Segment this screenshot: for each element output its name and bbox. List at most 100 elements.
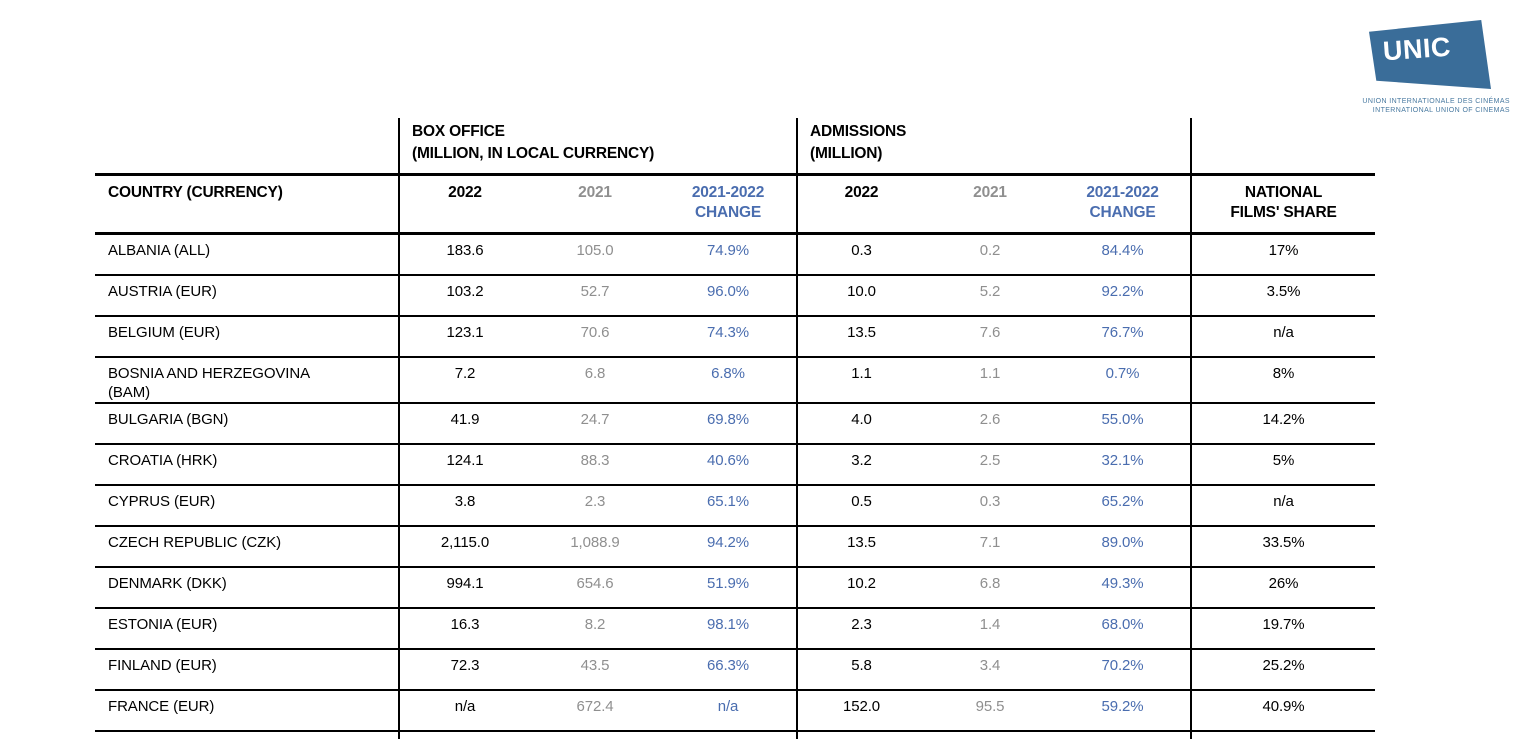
- box-office-2022-cell: n/a: [454, 698, 476, 715]
- group-header-admissions: ADMISSIONS (MILLION): [798, 118, 1192, 173]
- admissions-2021-cell: 1.1: [979, 365, 1001, 382]
- header-country: COUNTRY (CURRENCY): [95, 176, 400, 232]
- header-admissions-2021: 2021: [973, 184, 1007, 201]
- country-cell: FINLAND (EUR): [95, 650, 400, 689]
- unic-logo: UNIC: [1369, 20, 1491, 89]
- country-cell: CZECH REPUBLIC (CZK): [95, 527, 400, 566]
- admissions-change-cell: 68.0%: [1055, 609, 1192, 648]
- table-row: CYPRUS (EUR) 3.8 2.3 65.1% 0.5 0.3 65.2%…: [95, 486, 1375, 527]
- table-row: BELGIUM (EUR) 123.1 70.6 74.3% 13.5 7.6 …: [95, 317, 1375, 358]
- group-header-empty-country: [95, 118, 400, 173]
- box-office-change-cell: 40.6%: [660, 445, 798, 484]
- box-office-2021-cell: 6.8: [584, 365, 606, 382]
- unic-subtitle-line1: UNION INTERNATIONALE DES CINÉMAS: [1362, 98, 1510, 105]
- admissions-2021-cell: 7.1: [979, 534, 1001, 551]
- admissions-2022-cell: 0.3: [851, 242, 872, 259]
- box-office-change-cell: 96.0%: [660, 276, 798, 315]
- country-cell: BULGARIA (BGN): [95, 404, 400, 443]
- unic-subtitle-line2: INTERNATIONAL UNION OF CINEMAS: [1372, 107, 1510, 114]
- box-office-admissions-table: BOX OFFICE (MILLION, IN LOCAL CURRENCY) …: [95, 118, 1375, 739]
- admissions-2021-cell: 7.6: [979, 324, 1001, 341]
- table-body: ALBANIA (ALL) 183.6 105.0 74.9% 0.3 0.2 …: [95, 235, 1375, 732]
- box-office-change-cell: n/a: [660, 691, 798, 730]
- header-national-films-share: NATIONAL FILMS' SHARE: [1230, 184, 1337, 221]
- national-share-cell: 17%: [1268, 242, 1299, 259]
- admissions-2022-cell: 13.5: [847, 534, 876, 551]
- box-office-2021-cell: 70.6: [580, 324, 610, 341]
- box-office-2021-cell: 654.6: [576, 575, 614, 592]
- box-office-2022-cell: 72.3: [450, 657, 480, 674]
- box-office-2022-cell: 183.6: [446, 242, 484, 259]
- box-office-change-cell: 74.9%: [660, 235, 798, 274]
- national-share-cell: 40.9%: [1262, 698, 1305, 715]
- admissions-2021-cell: 2.6: [979, 411, 1001, 428]
- box-office-change-cell: 69.8%: [660, 404, 798, 443]
- country-label: FINLAND (EUR): [108, 657, 217, 674]
- admissions-change-cell: 0.7%: [1055, 358, 1192, 402]
- country-cell: ALBANIA (ALL): [95, 235, 400, 274]
- table-row: CROATIA (HRK) 124.1 88.3 40.6% 3.2 2.5 3…: [95, 445, 1375, 486]
- country-cell: AUSTRIA (EUR): [95, 276, 400, 315]
- national-share-cell: n/a: [1273, 324, 1294, 341]
- unic-logo-text: UNIC: [1382, 31, 1452, 67]
- box-office-2022-cell: 7.2: [454, 365, 476, 382]
- country-label: CROATIA (HRK): [108, 452, 218, 469]
- box-office-2022-cell: 16.3: [450, 616, 480, 633]
- country-label: ESTONIA (EUR): [108, 616, 218, 633]
- admissions-2021-cell: 0.3: [979, 493, 1001, 510]
- box-office-change-cell: 66.3%: [660, 650, 798, 689]
- admissions-2021-cell: 95.5: [975, 698, 1005, 715]
- box-office-2021-cell: 43.5: [580, 657, 610, 674]
- admissions-2022-cell: 0.5: [851, 493, 872, 510]
- admissions-2021-cell: 3.4: [979, 657, 1001, 674]
- country-cell: DENMARK (DKK): [95, 568, 400, 607]
- admissions-2022-cell: 5.8: [851, 657, 872, 674]
- box-office-change-cell: 51.9%: [660, 568, 798, 607]
- admissions-change-cell: 32.1%: [1055, 445, 1192, 484]
- country-cell: BOSNIA AND HERZEGOVINA (BAM): [95, 358, 400, 402]
- national-share-cell: 19.7%: [1262, 616, 1305, 633]
- header-admissions-change: 2021-2022 CHANGE: [1055, 176, 1192, 232]
- national-share-cell: 25.2%: [1262, 657, 1305, 674]
- group-header-box-office: BOX OFFICE (MILLION, IN LOCAL CURRENCY): [400, 118, 798, 173]
- box-office-2021-cell: 1,088.9: [570, 534, 620, 551]
- box-office-2021-cell: 24.7: [580, 411, 610, 428]
- country-label: ALBANIA (ALL): [108, 242, 211, 259]
- country-label: BULGARIA (BGN): [108, 411, 229, 428]
- box-office-change-cell: 98.1%: [660, 609, 798, 648]
- partial-cutoff-row: [95, 732, 1375, 739]
- country-cell: CROATIA (HRK): [95, 445, 400, 484]
- admissions-change-cell: 92.2%: [1055, 276, 1192, 315]
- box-office-change-cell: 94.2%: [660, 527, 798, 566]
- table-row: ESTONIA (EUR) 16.3 8.2 98.1% 2.3 1.4 68.…: [95, 609, 1375, 650]
- table-row: BOSNIA AND HERZEGOVINA (BAM) 7.2 6.8 6.8…: [95, 358, 1375, 404]
- box-office-change-cell: 65.1%: [660, 486, 798, 525]
- admissions-2021-cell: 2.5: [979, 452, 1001, 469]
- admissions-change-cell: 49.3%: [1055, 568, 1192, 607]
- table-row: FRANCE (EUR) n/a 672.4 n/a 152.0 95.5 59…: [95, 691, 1375, 732]
- country-label: AUSTRIA (EUR): [108, 283, 217, 300]
- national-share-cell: n/a: [1273, 493, 1294, 510]
- country-label: DENMARK (DKK): [108, 575, 227, 592]
- box-office-2022-cell: 123.1: [446, 324, 484, 341]
- box-office-2021-cell: 52.7: [580, 283, 610, 300]
- table-row: DENMARK (DKK) 994.1 654.6 51.9% 10.2 6.8…: [95, 568, 1375, 609]
- admissions-2022-cell: 10.2: [847, 575, 876, 592]
- country-label: CZECH REPUBLIC (CZK): [108, 534, 282, 551]
- country-label: CYPRUS (EUR): [108, 493, 216, 510]
- box-office-2022-cell: 103.2: [446, 283, 484, 300]
- box-office-change-cell: 74.3%: [660, 317, 798, 356]
- admissions-change-cell: 65.2%: [1055, 486, 1192, 525]
- country-label: BOSNIA AND HERZEGOVINA (BAM): [108, 365, 310, 401]
- admissions-change-cell: 84.4%: [1055, 235, 1192, 274]
- box-office-2021-cell: 105.0: [576, 242, 614, 259]
- box-office-2022-cell: 2,115.0: [440, 534, 490, 551]
- box-office-2022-cell: 3.8: [454, 493, 476, 510]
- unic-logo-subtitle: UNION INTERNATIONALE DES CINÉMAS INTERNA…: [1340, 97, 1510, 115]
- national-share-cell: 3.5%: [1266, 283, 1301, 300]
- box-office-2021-cell: 88.3: [580, 452, 610, 469]
- admissions-2022-cell: 10.0: [847, 283, 876, 300]
- admissions-2022-cell: 4.0: [851, 411, 872, 428]
- national-share-cell: 26%: [1268, 575, 1299, 592]
- box-office-2022-cell: 124.1: [446, 452, 484, 469]
